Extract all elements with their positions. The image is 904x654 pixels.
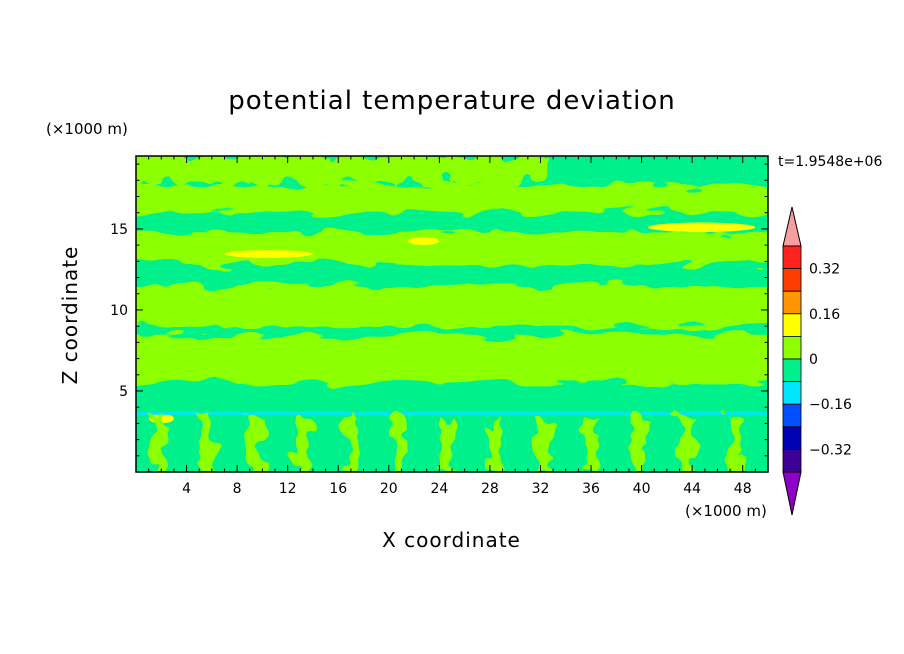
colorbar-segment xyxy=(782,313,802,337)
y-axis-unit: (×1000 m) xyxy=(46,120,128,138)
band-group xyxy=(136,185,768,383)
band-0 xyxy=(136,185,768,213)
colorbar-label: 0.32 xyxy=(809,262,840,278)
plume-6 xyxy=(439,416,454,472)
chart-title: potential temperature deviation xyxy=(228,86,676,116)
plume-9 xyxy=(584,416,599,472)
layer-9 xyxy=(136,412,768,416)
band-1 xyxy=(136,232,768,265)
x-tick-label: 44 xyxy=(683,481,701,497)
plume-7 xyxy=(487,416,502,472)
colorbar-label: −0.32 xyxy=(809,442,852,458)
colorbar-segment xyxy=(782,448,802,473)
x-tick-label: 48 xyxy=(734,481,752,497)
x-tick-label: 24 xyxy=(430,481,448,497)
colorbar-segment xyxy=(782,245,802,270)
plume-8 xyxy=(536,416,551,472)
plume-group xyxy=(151,416,743,472)
colorbar-over-arrow xyxy=(782,206,802,247)
x-axis-unit: (×1000 m) xyxy=(685,502,767,520)
colorbar-segment xyxy=(782,290,802,315)
colorbar-segment xyxy=(782,358,802,383)
maximum-7 xyxy=(647,222,756,233)
colorbar-label: 0.16 xyxy=(809,307,840,323)
plume-2 xyxy=(247,416,262,472)
plume-0 xyxy=(151,416,166,472)
x-tick-label: 28 xyxy=(481,481,499,497)
maximum-6 xyxy=(407,237,440,246)
x-tick-label: 20 xyxy=(380,481,398,497)
x-tick-label: 4 xyxy=(182,481,191,497)
colorbar-segment xyxy=(782,426,802,450)
y-tick-label: 15 xyxy=(110,222,128,238)
band-3 xyxy=(136,334,768,383)
time-label: t=1.9548e+06 xyxy=(778,154,883,170)
band-2 xyxy=(136,285,768,327)
colorbar-segment xyxy=(782,403,802,428)
colorbar-segment xyxy=(782,335,802,360)
x-tick-label: 40 xyxy=(633,481,651,497)
colorbar: 0.32 0.16 0 −0.16 −0.32 xyxy=(782,206,852,516)
plume-4 xyxy=(343,416,358,472)
plume-10 xyxy=(632,416,647,472)
colorbar-label: −0.16 xyxy=(809,397,852,413)
plume-11 xyxy=(680,416,695,472)
patch-4 xyxy=(136,156,548,184)
contour-field xyxy=(136,156,768,472)
x-axis-label: X coordinate xyxy=(382,528,521,552)
colorbar-segment xyxy=(782,268,802,292)
colorbar-under-arrow xyxy=(782,471,802,516)
x-tick-label: 32 xyxy=(532,481,550,497)
x-tick-label: 16 xyxy=(329,481,347,497)
patch-group xyxy=(136,156,548,184)
plume-5 xyxy=(391,416,406,472)
plume-3 xyxy=(295,416,310,472)
plume-1 xyxy=(199,416,214,472)
x-tick-label: 8 xyxy=(233,481,242,497)
x-tick-label: 36 xyxy=(582,481,600,497)
x-tick-label: 12 xyxy=(279,481,297,497)
y-tick-label: 10 xyxy=(110,303,128,319)
maxima-group xyxy=(136,222,768,424)
y-tick-label: 5 xyxy=(119,384,128,400)
plume-12 xyxy=(728,416,743,472)
maximum-5 xyxy=(224,250,313,258)
colorbar-label: 0 xyxy=(809,352,818,368)
colorbar-segment xyxy=(782,381,802,405)
